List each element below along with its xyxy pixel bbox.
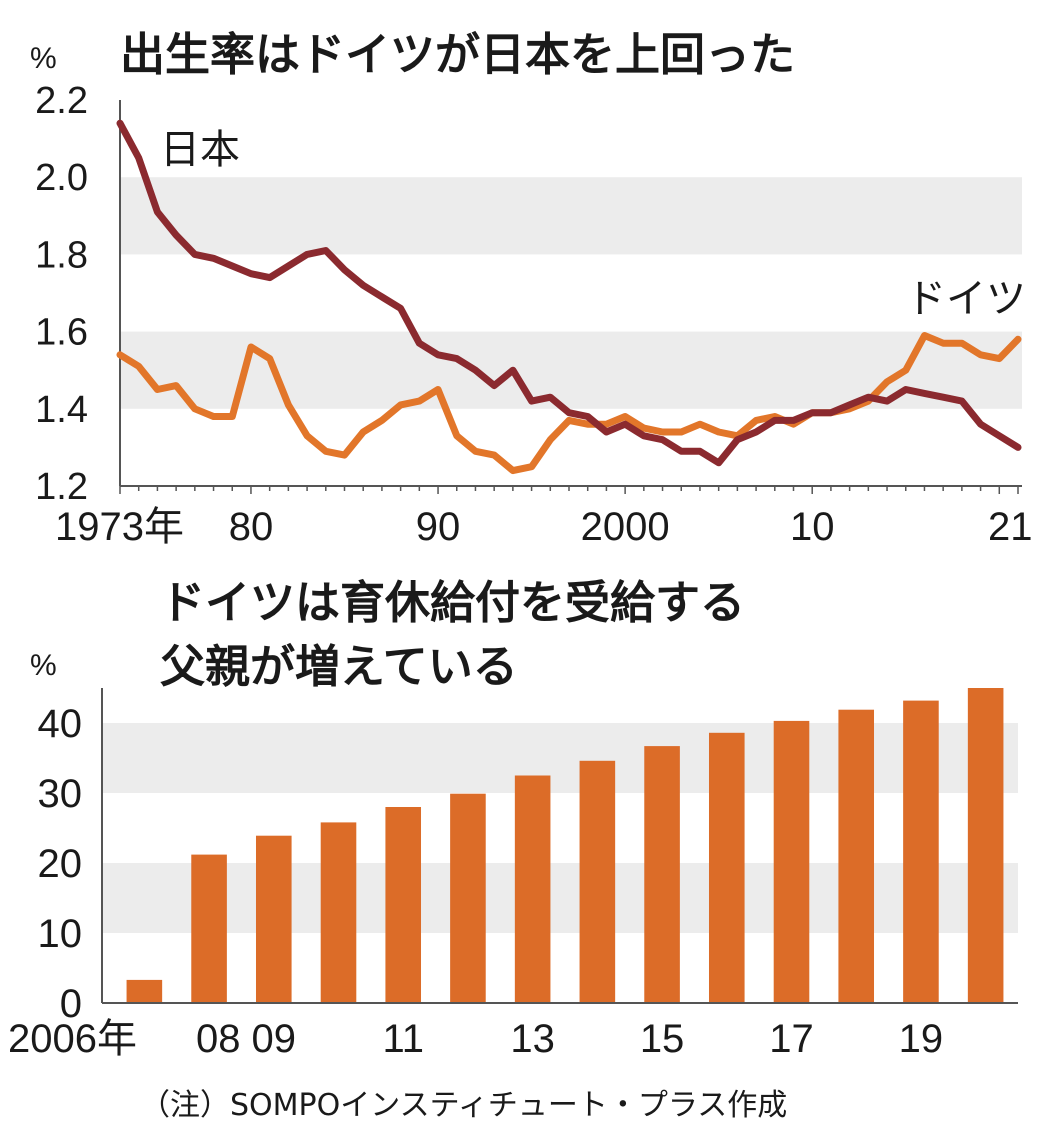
y-tick-label: 0 (60, 982, 82, 1026)
bar-chart-title-line-2: 父親が増えている (160, 640, 518, 693)
line-chart-unit: % (30, 42, 57, 75)
bar-2014 (644, 746, 680, 1003)
bar-chart-title-line-1: ドイツは育休給付を受給する (160, 576, 745, 629)
y-tick-label: 30 (38, 772, 83, 816)
x-tick-label: 80 (229, 505, 274, 549)
x-tick-label: 17 (769, 1017, 814, 1061)
bar-2008 (255, 835, 292, 1003)
x-tick-label: 15 (640, 1017, 685, 1061)
x-tick-label: 10 (790, 505, 835, 549)
bar-chart-x-axis: 2006年 08 09 11 13 15 17 19 (8, 688, 1018, 1061)
bar-chart-unit: % (30, 649, 57, 682)
line-chart-series (116, 119, 1022, 475)
y-tick-label: 1.6 (35, 312, 88, 354)
x-tick-label: 13 (510, 1017, 555, 1061)
x-tick-label: 19 (899, 1017, 944, 1061)
x-tick-label: 90 (416, 505, 461, 549)
line-chart-title: 出生率はドイツが日本を上回った (120, 28, 795, 81)
bar-2006 (126, 979, 163, 1003)
series-label-japan: 日本 (160, 128, 240, 172)
bar-2019 (967, 688, 1004, 1003)
line-chart-x-axis: 1973年 80 90 2000 10 21 (55, 100, 1033, 549)
y-tick-label: 1.8 (35, 234, 88, 276)
x-tick-label: 11 (382, 1017, 424, 1061)
bar-chart-bars (126, 688, 1004, 1003)
bar-chart-grid-bands (102, 723, 1018, 933)
line-chart: 出生率はドイツが日本を上回った % 1.2 1.4 1.6 1.8 2.0 2.2 197… (30, 28, 1033, 549)
y-tick-label: 1.2 (35, 466, 88, 508)
line-chart-band-0 (120, 177, 1022, 255)
x-tick-label: 09 (252, 1017, 297, 1061)
y-tick-label: 40 (38, 702, 83, 746)
bar-chart-y-ticks: 0 10 20 30 40 (38, 702, 83, 1026)
bar-2012 (514, 775, 551, 1003)
bar-chart: ドイツは育休給付を受給する 父親が増えている % 0 10 20 30 40 2006年… (8, 576, 1018, 1061)
bar-2011 (450, 793, 486, 1003)
bar-2010 (385, 807, 422, 1003)
x-tick-label: 2000 (581, 505, 670, 549)
series-label-germany: ドイツ (906, 277, 1026, 321)
y-tick-label: 2.0 (35, 157, 88, 199)
y-tick-label: 1.4 (35, 389, 88, 431)
y-tick-label: 20 (38, 842, 83, 886)
line-chart-y-ticks: 1.2 1.4 1.6 1.8 2.0 2.2 (35, 80, 88, 508)
x-tick-label: 08 (196, 1017, 241, 1061)
bar-2009 (320, 822, 357, 1003)
bar-2013 (579, 760, 616, 1003)
x-tick-label: 21 (988, 505, 1033, 549)
x-tick-label: 2006年 (8, 1017, 137, 1061)
series-line-germany (116, 332, 1022, 475)
bar-chart-band-0 (102, 723, 1018, 793)
source-note: （注）SOMPOインスティチュート・プラス作成 (140, 1088, 787, 1123)
bar-2018 (903, 700, 939, 1003)
line-chart-grid-bands (120, 177, 1022, 409)
bar-2017 (838, 709, 875, 1003)
y-tick-label: 10 (38, 912, 83, 956)
series-line-japan (116, 119, 1022, 467)
bar-2007 (191, 854, 227, 1003)
y-tick-label: 2.2 (35, 80, 88, 122)
bar-chart-band-1 (102, 863, 1018, 933)
x-tick-label: 1973年 (55, 505, 184, 549)
bar-2015 (708, 732, 745, 1003)
bar-2016 (773, 720, 810, 1003)
